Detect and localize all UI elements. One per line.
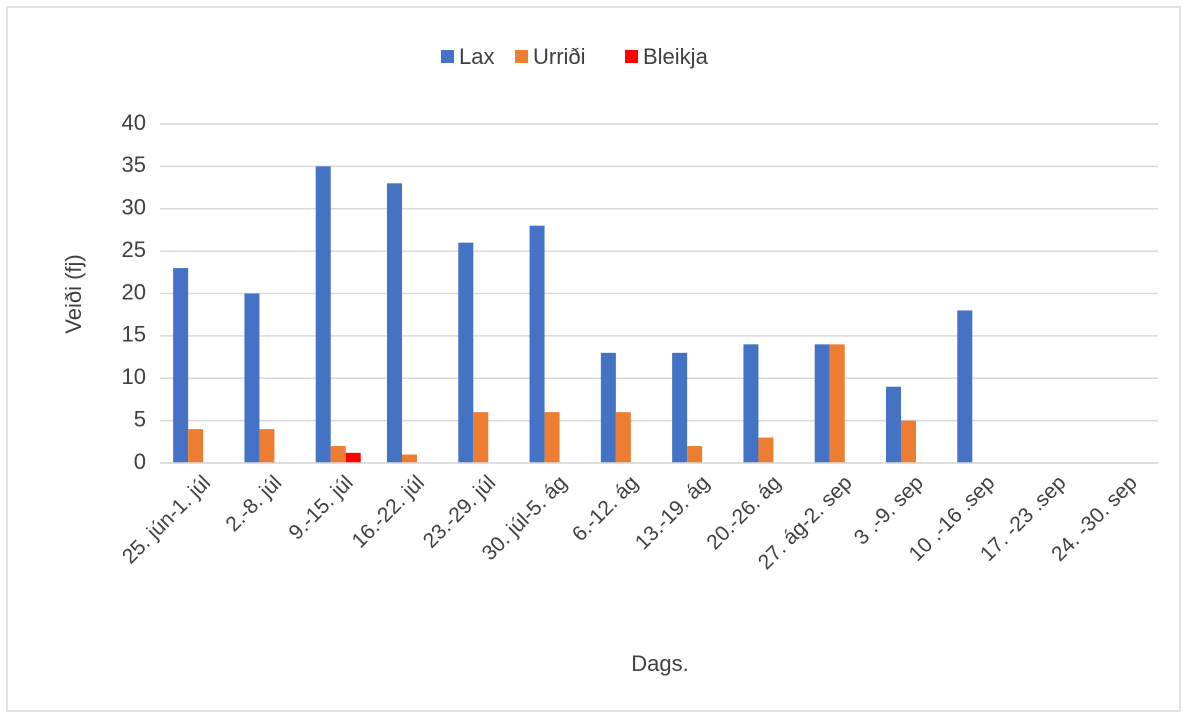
- bar: [173, 268, 189, 463]
- legend-label: Urriði: [533, 44, 586, 69]
- bar: [244, 293, 260, 463]
- y-tick-label: 40: [122, 110, 146, 135]
- bar: [758, 437, 774, 463]
- bar: [259, 429, 275, 463]
- bar: [743, 344, 759, 463]
- y-tick-label: 15: [122, 322, 146, 347]
- legend-swatch: [441, 50, 454, 63]
- y-tick-label: 20: [122, 279, 146, 304]
- bar: [615, 412, 631, 463]
- y-tick-label: 35: [122, 152, 146, 177]
- bar: [188, 429, 204, 463]
- legend-swatch: [515, 50, 528, 63]
- bar: [814, 344, 830, 463]
- legend-label: Lax: [459, 44, 494, 69]
- y-tick-label: 0: [134, 449, 146, 474]
- bar: [387, 183, 402, 463]
- bar: [330, 446, 346, 463]
- bar: [600, 352, 616, 463]
- bar: [672, 352, 688, 463]
- bar: [458, 242, 474, 463]
- bar: [829, 344, 845, 463]
- bar: [402, 454, 417, 463]
- y-tick-label: 25: [122, 237, 146, 262]
- bar: [901, 420, 916, 463]
- bar: [886, 386, 901, 463]
- y-tick-label: 10: [122, 364, 146, 389]
- bar: [544, 412, 560, 463]
- legend-label: Bleikja: [643, 44, 709, 69]
- y-tick-label: 30: [122, 195, 146, 220]
- bar: [957, 310, 973, 463]
- x-axis-title: Dags.: [631, 651, 688, 676]
- bar: [315, 166, 331, 463]
- legend-swatch: [625, 50, 638, 63]
- y-axis-title: Veiði (fj): [61, 254, 86, 333]
- bar: [529, 225, 545, 463]
- bar: [345, 452, 361, 463]
- bar: [687, 446, 703, 463]
- bar: [473, 412, 489, 463]
- y-tick-label: 5: [134, 406, 146, 431]
